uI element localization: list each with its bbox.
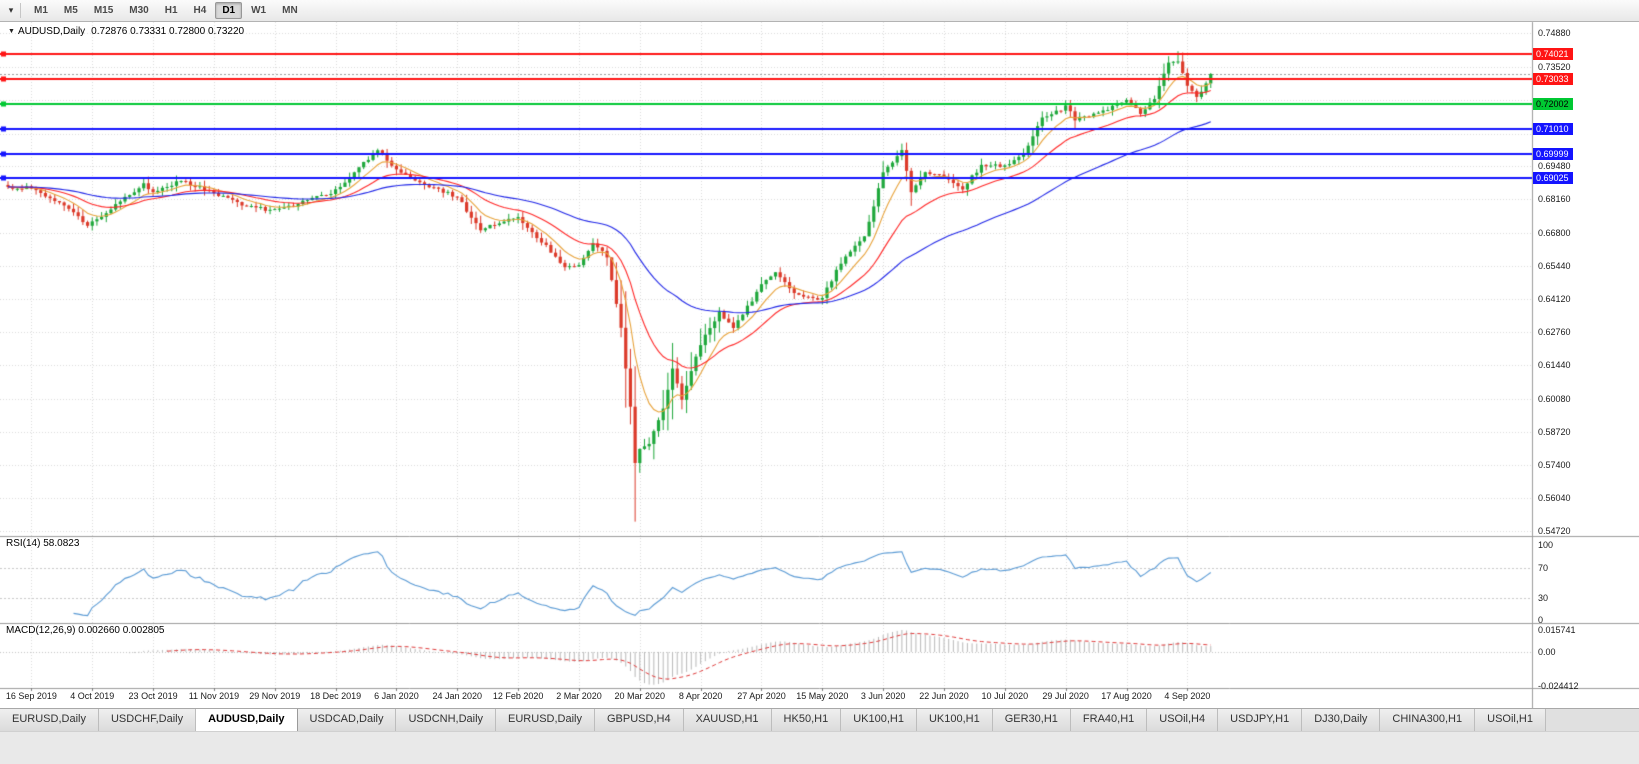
rsi-label: RSI(14) 58.0823 [6, 538, 80, 549]
chart-tab-usdchf-daily[interactable]: USDCHF,Daily [98, 709, 197, 732]
date-tick-label: 2 Mar 2020 [556, 691, 602, 701]
timeframe-button-m5[interactable]: M5 [63, 5, 78, 16]
macd-axis-label: -0.024412 [1538, 681, 1579, 691]
date-tick-label: 6 Jan 2020 [374, 691, 419, 701]
timeframe-button-d1[interactable]: D1 [215, 2, 243, 19]
price-tick-label: 0.69480 [1538, 161, 1571, 172]
timeframe-button-m30[interactable]: M30 [129, 5, 149, 16]
timeframe-button-h4[interactable]: H4 [193, 5, 207, 16]
timeframe-toolbar: ▾ M1 M5 M15 M30 H1 H4 D1 W1 MN [0, 0, 1639, 22]
date-tick-label: 15 May 2020 [796, 691, 849, 701]
chart-tab-gbpusd-h4[interactable]: GBPUSD,H4 [595, 709, 684, 732]
price-tick-label: 0.68160 [1538, 194, 1571, 204]
price-tick-label: 0.57400 [1538, 459, 1571, 470]
price-tick-label: 0.58720 [1538, 427, 1571, 438]
chart-tab-usoil-h1[interactable]: USOil,H1 [1475, 709, 1546, 732]
chart-tab-china300-h1[interactable]: CHINA300,H1 [1380, 709, 1476, 732]
chart-tab-uk100-h1[interactable]: UK100,H1 [916, 709, 993, 732]
chart-tab-uk100-h1[interactable]: UK100,H1 [841, 709, 917, 732]
timeframe-button-m15[interactable]: M15 [93, 5, 114, 16]
chart-tab-hk50-h1[interactable]: HK50,H1 [771, 709, 842, 732]
timeframe-button-h1[interactable]: H1 [164, 5, 178, 16]
chart-tab-audusd-daily[interactable]: AUDUSD,Daily [196, 709, 298, 732]
date-tick-label: 29 Nov 2019 [249, 691, 301, 701]
chart-tab-dj30-daily[interactable]: DJ30,Daily [1302, 709, 1381, 732]
price-tick-label: 0.66800 [1538, 227, 1571, 238]
price-tick-label: 0.56040 [1538, 493, 1571, 504]
date-tick-label: 8 Apr 2020 [678, 691, 723, 701]
symbol-caret-icon: ▼ [8, 28, 15, 35]
price-tick-label: 0.54720 [1538, 526, 1571, 536]
chart-tab-eurusd-daily[interactable]: EURUSD,Daily [496, 709, 595, 732]
rsi-axis-label: 0 [1538, 615, 1544, 625]
chart-tab-usoil-h4[interactable]: USOil,H4 [1147, 709, 1219, 732]
chart-tab-usdcad-daily[interactable]: USDCAD,Daily [297, 709, 397, 732]
rsi-axis-label: 30 [1538, 592, 1549, 603]
chart-tab-usdjpy-h1[interactable]: USDJPY,H1 [1218, 709, 1303, 732]
price-tick-label: 0.64120 [1538, 293, 1571, 304]
price-tick-label: 0.74880 [1538, 28, 1571, 38]
bottom-strip [0, 731, 1639, 764]
chart-tab-ger30-h1[interactable]: GER30,H1 [992, 709, 1071, 732]
date-tick-label: 16 Sep 2019 [5, 691, 57, 701]
chart-title: ▼ AUDUSD,Daily 0.72876 0.73331 0.72800 0.7… [8, 26, 244, 37]
price-line-badge: 0.74021 [1533, 48, 1573, 61]
timeframe-button-mn[interactable]: MN [282, 5, 298, 16]
date-tick-label: 17 Aug 2020 [1101, 691, 1152, 701]
timeframe-buttons: M1 M5 M15 M30 H1 H4 D1 W1 MN [26, 2, 306, 19]
date-tick-label: 12 Feb 2020 [492, 691, 544, 701]
chart-tab-bar: EURUSD,Daily USDCHF,Daily AUDUSD,Daily USDC… [0, 708, 1639, 732]
date-tick-label: 27 Apr 2020 [737, 691, 786, 701]
macd-axis-label: 0.015741 [1538, 625, 1576, 635]
timeframe-button-m1[interactable]: M1 [34, 5, 48, 16]
caret-down-icon: ▾ [8, 5, 14, 15]
price-line-badge: 0.73033 [1533, 72, 1573, 85]
price-tick-label: 0.73520 [1538, 61, 1571, 72]
chart-tab-fra40-h1[interactable]: FRA40,H1 [1070, 709, 1148, 732]
price-tick-label: 0.62760 [1538, 327, 1571, 338]
date-tick-label: 24 Jan 2020 [432, 691, 483, 701]
chart-tab-usdcnh-daily[interactable]: USDCNH,Daily [396, 709, 497, 732]
price-tick-label: 0.61440 [1538, 360, 1571, 370]
date-tick-label: 29 Jul 2020 [1042, 691, 1089, 701]
price-line-badge: 0.69025 [1533, 171, 1573, 184]
chart-tab-xauusd-h1[interactable]: XAUUSD,H1 [683, 709, 772, 732]
timeframe-button-w1[interactable]: W1 [251, 5, 267, 16]
chart-tab-eurusd-daily[interactable]: EURUSD,Daily [0, 709, 99, 732]
macd-label: MACD(12,26,9) 0.002660 0.002805 [6, 625, 165, 636]
date-tick-label: 10 Jul 2020 [981, 691, 1029, 701]
price-line-badge: 0.71010 [1533, 122, 1573, 135]
rsi-axis-label: 70 [1538, 562, 1549, 573]
chart-ohlc-quote: 0.72876 0.73331 0.72800 0.73220 [91, 26, 245, 37]
date-tick-label: 22 Jun 2020 [919, 691, 969, 701]
date-tick-label: 20 Mar 2020 [614, 691, 666, 701]
chart-menu-button[interactable]: ▾ [2, 3, 21, 18]
date-tick-label: 11 Nov 2019 [188, 691, 240, 701]
date-tick-label: 23 Oct 2019 [128, 691, 178, 701]
price-tick-label: 0.65440 [1538, 261, 1571, 272]
chart-symbol-period: AUDUSD,Daily [17, 26, 86, 37]
date-tick-label: 4 Sep 2020 [1164, 691, 1211, 701]
date-tick-label: 4 Oct 2019 [70, 691, 115, 701]
date-tick-label: 18 Dec 2019 [310, 691, 362, 701]
macd-axis-label: 0.00 [1538, 646, 1556, 657]
price-line-badge: 0.69999 [1533, 147, 1573, 160]
date-tick-label: 3 Jun 2020 [860, 691, 906, 701]
price-line-badge: 0.72002 [1533, 98, 1573, 111]
rsi-axis-label: 100 [1538, 540, 1554, 550]
price-tick-label: 0.60080 [1538, 393, 1571, 404]
